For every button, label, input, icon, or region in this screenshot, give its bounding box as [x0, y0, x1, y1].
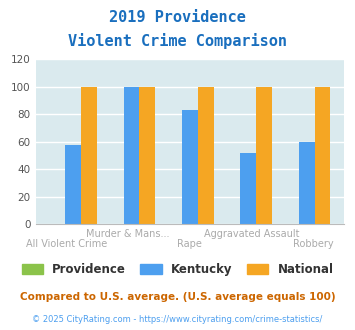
Bar	[315, 87, 330, 224]
Bar	[256, 87, 272, 224]
Text: Aggravated Assault: Aggravated Assault	[204, 229, 300, 239]
Bar	[65, 145, 81, 224]
Bar	[299, 142, 315, 224]
Text: Violent Crime Comparison: Violent Crime Comparison	[68, 33, 287, 49]
Bar	[81, 87, 97, 224]
Text: Compared to U.S. average. (U.S. average equals 100): Compared to U.S. average. (U.S. average …	[20, 292, 335, 302]
Text: © 2025 CityRating.com - https://www.cityrating.com/crime-statistics/: © 2025 CityRating.com - https://www.city…	[32, 315, 323, 324]
Bar	[182, 110, 198, 224]
Text: Murder & Mans...: Murder & Mans...	[86, 229, 170, 239]
Text: All Violent Crime: All Violent Crime	[26, 239, 107, 249]
Legend: Providence, Kentucky, National: Providence, Kentucky, National	[17, 258, 338, 281]
Text: 2019 Providence: 2019 Providence	[109, 10, 246, 25]
Bar	[124, 87, 140, 224]
Bar	[240, 153, 256, 224]
Bar	[140, 87, 155, 224]
Bar	[198, 87, 214, 224]
Text: Robbery: Robbery	[293, 239, 334, 249]
Text: Rape: Rape	[178, 239, 202, 249]
